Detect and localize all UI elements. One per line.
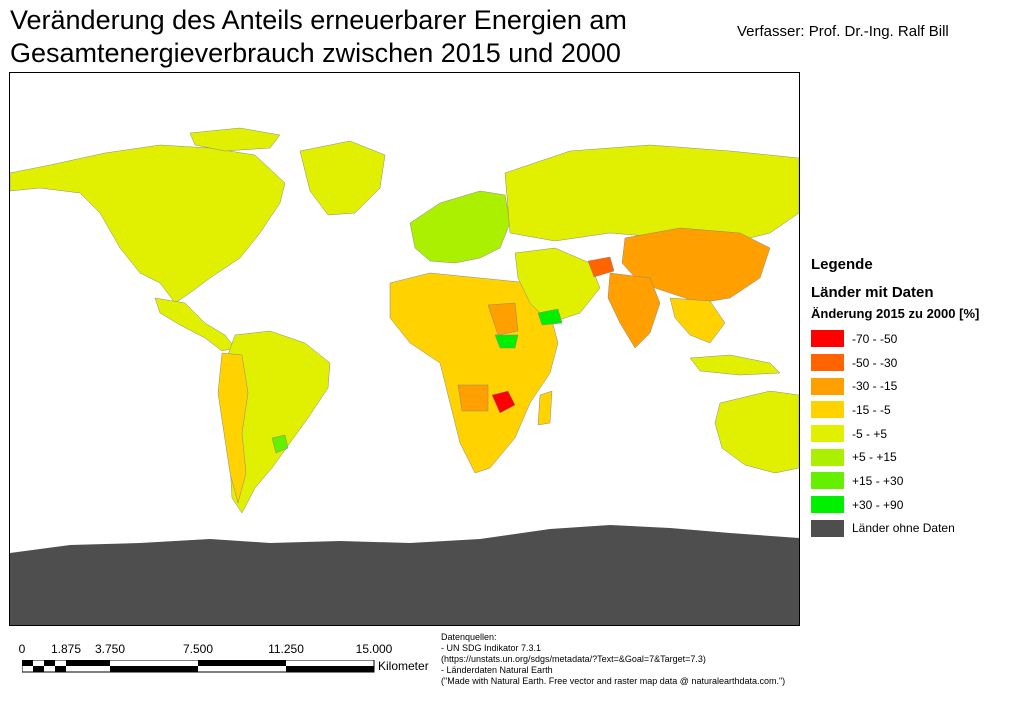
region-antarctica [10, 525, 799, 625]
legend-item: -30 - -15 [811, 374, 1016, 398]
legend-field-name: Änderung 2015 zu 2000 [%] [811, 306, 980, 321]
source-line: - UN SDG Indikator 7.3.1 [441, 643, 542, 653]
legend-item: -15 - -5 [811, 398, 1016, 422]
legend-label: -50 - -30 [852, 355, 898, 370]
region-afghanistan [587, 256, 615, 278]
legend-subheading: Länder mit Daten [811, 284, 934, 301]
legend-item: +5 - +15 [811, 445, 1016, 469]
scale-unit-label: Kilometer [378, 659, 429, 673]
scale-bar-graphic [22, 660, 375, 673]
legend-label: -5 - +5 [852, 426, 888, 441]
scale-tick-label: 1.875 [50, 642, 82, 656]
legend-label: +5 - +15 [852, 450, 897, 465]
map-title-line-2: Gesamtenergieverbrauch zwischen 2015 und… [10, 38, 621, 68]
region-sudan [487, 302, 519, 336]
scale-tick-label: 11.250 [268, 642, 304, 656]
legend-swatch [811, 401, 844, 419]
region-europe [409, 190, 511, 264]
world-map [10, 127, 799, 625]
region-yemen [537, 308, 563, 326]
scale-tick-label: 15.000 [355, 642, 393, 656]
legend-item: +30 - +90 [811, 493, 1016, 517]
source-line: Datenquellen: [441, 632, 497, 642]
source-line: - Länderdaten Natural Earth [441, 665, 553, 675]
legend-swatch [811, 448, 844, 466]
scale-bar: 0 1.875 3.750 7.500 11.250 15.000 Kilome… [12, 638, 442, 708]
source-line: ("Made with Natural Earth. Free vector a… [441, 676, 786, 686]
legend-swatch [811, 425, 844, 443]
legend-label: -30 - -15 [852, 379, 898, 394]
legend-item: -5 - +5 [811, 422, 1016, 446]
region-angola [457, 384, 489, 412]
region-indonesia [689, 354, 781, 376]
scale-tick-label: 0 [18, 642, 26, 656]
legend-label: -70 - -50 [852, 331, 898, 346]
region-south-sudan [494, 334, 519, 349]
region-arctic-islands [189, 127, 281, 152]
legend-swatch [811, 377, 844, 395]
legend-heading: Legende [811, 256, 873, 273]
scale-tick-label: 7.500 [182, 642, 214, 656]
legend-label: -15 - -5 [852, 402, 891, 417]
region-north-america [10, 144, 286, 304]
legend-item: -50 - -30 [811, 351, 1016, 375]
source-line: (https://unstats.un.org/sdgs/metadata/?T… [441, 654, 706, 664]
legend-swatch [811, 330, 844, 348]
legend-item: -70 - -50 [811, 327, 1016, 351]
region-middle-east [514, 247, 601, 324]
data-sources: Datenquellen: - UN SDG Indikator 7.3.1 (ht… [441, 632, 861, 687]
author-credit: Verfasser: Prof. Dr.-Ing. Ralf Bill [737, 23, 949, 40]
legend-item: Länder ohne Daten [811, 517, 1016, 541]
legend-label: +30 - +90 [852, 497, 904, 512]
region-madagascar [537, 390, 553, 426]
legend-swatch [811, 496, 844, 514]
map-frame [9, 72, 800, 626]
legend-label: Länder ohne Daten [852, 521, 955, 536]
scale-tick-label: 3.750 [94, 642, 126, 656]
legend-label: +15 - +30 [852, 473, 904, 488]
legend-swatch [811, 519, 844, 537]
region-india [607, 272, 661, 349]
legend-item: +15 - +30 [811, 469, 1016, 493]
map-title-line-1: Veränderung des Anteils erneuerbarer Ene… [10, 5, 627, 35]
legend-swatch [811, 354, 844, 372]
legend-swatch [811, 472, 844, 490]
region-south-america-west [217, 352, 249, 504]
legend: Legende Länder mit Daten Änderung 2015 z… [811, 256, 1016, 540]
map-title: Veränderung des Anteils erneuerbarer Ene… [10, 4, 627, 70]
region-north-asia [504, 144, 799, 244]
region-australia [714, 390, 799, 474]
region-southeast-asia [669, 297, 726, 344]
region-uruguay [271, 434, 289, 454]
region-zimbabwe [491, 390, 516, 414]
legend-class-list: -70 - -50 -50 - -30 -30 - -15 -15 - -5 -5 - … [811, 327, 1016, 540]
region-greenland [299, 140, 386, 216]
region-central-america [154, 297, 236, 352]
